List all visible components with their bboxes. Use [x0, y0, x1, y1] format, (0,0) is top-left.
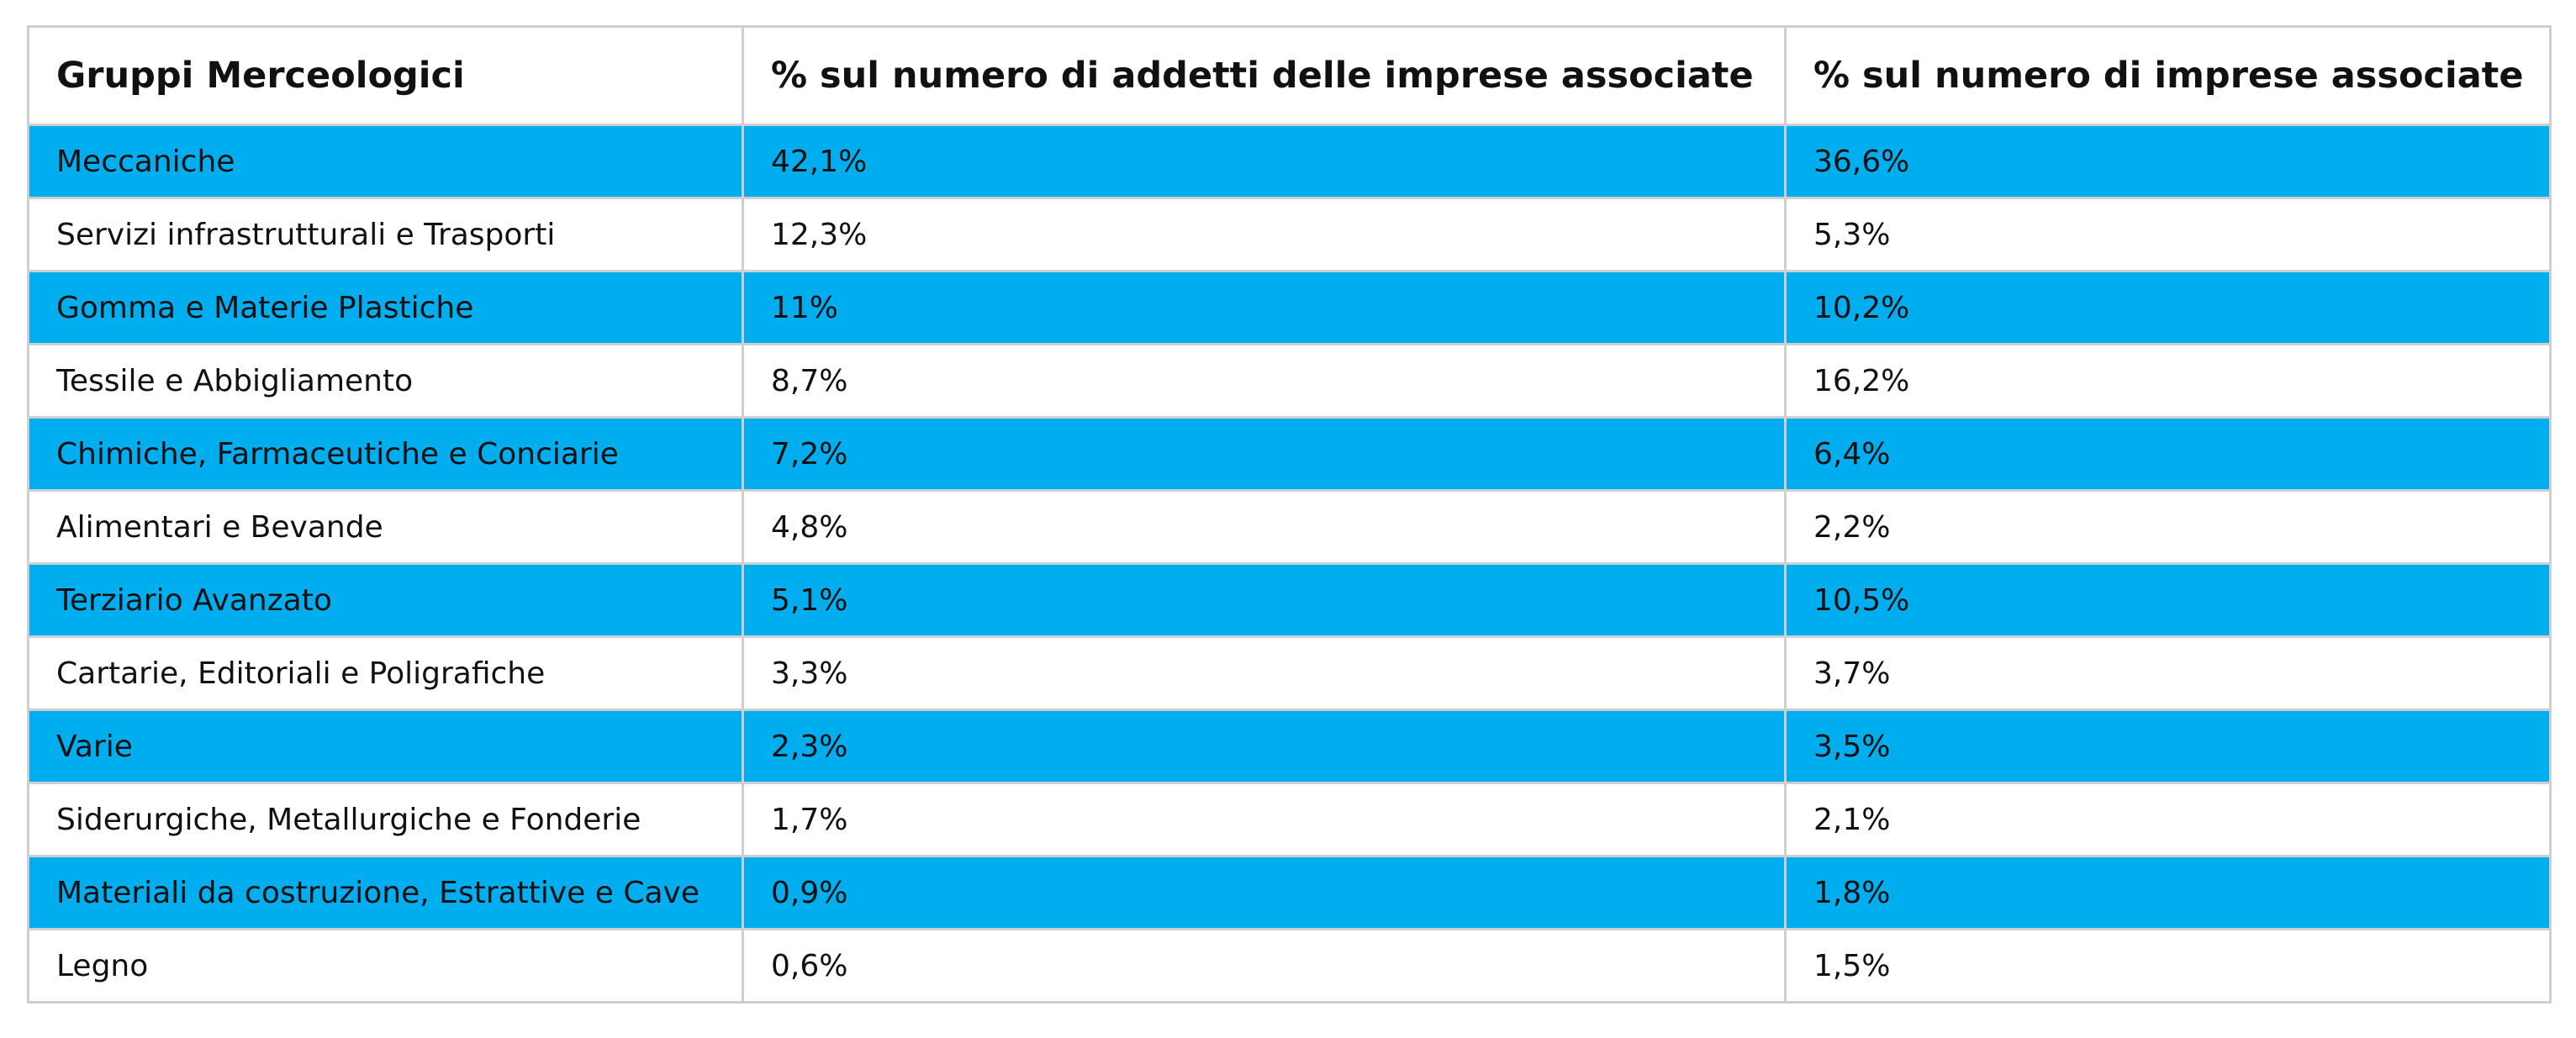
percent-imprese-cell: 10,5% — [1784, 562, 2552, 638]
sector-name-cell: Cartarie, Editoriali e Poligrafiche — [27, 635, 744, 711]
table-row: Siderurgiche, Metallurgiche e Fonderie 1… — [27, 782, 2552, 857]
sector-name-cell: Gomma e Materie Plastiche — [27, 270, 744, 345]
percent-imprese-cell: 10,2% — [1784, 270, 2552, 345]
table-header: Gruppi Merceologici % sul numero di adde… — [27, 25, 2552, 126]
percent-imprese-cell: 5,3% — [1784, 197, 2552, 272]
table-row: Servizi infrastrutturali e Trasporti 12,… — [27, 197, 2552, 272]
table-row: Varie 2,3% 3,5% — [27, 709, 2552, 784]
percent-addetti-cell: 0,6% — [742, 928, 1787, 1004]
table-body: Meccaniche 42,1% 36,6% Servizi infrastru… — [27, 124, 2552, 1004]
percent-imprese-cell: 2,1% — [1784, 782, 2552, 857]
percent-addetti-cell: 5,1% — [742, 562, 1787, 638]
percent-addetti-cell: 11% — [742, 270, 1787, 345]
percent-imprese-cell: 2,2% — [1784, 489, 2552, 565]
sector-name-cell: Varie — [27, 709, 744, 784]
table-row: Legno 0,6% 1,5% — [27, 928, 2552, 1004]
table-row: Chimiche, Farmaceutiche e Conciarie 7,2%… — [27, 416, 2552, 492]
table-row: Materiali da costruzione, Estrattive e C… — [27, 855, 2552, 930]
sector-name-cell: Chimiche, Farmaceutiche e Conciarie — [27, 416, 744, 492]
sector-name-cell: Terziario Avanzato — [27, 562, 744, 638]
header-percent-imprese: % sul numero di imprese associate — [1784, 25, 2552, 126]
table-row: Terziario Avanzato 5,1% 10,5% — [27, 562, 2552, 638]
header-gruppi-merceologici: Gruppi Merceologici — [27, 25, 744, 126]
sector-name-cell: Legno — [27, 928, 744, 1004]
percent-addetti-cell: 0,9% — [742, 855, 1787, 930]
percent-imprese-cell: 1,5% — [1784, 928, 2552, 1004]
percent-imprese-cell: 16,2% — [1784, 343, 2552, 419]
sector-name-cell: Tessile e Abbigliamento — [27, 343, 744, 419]
percent-imprese-cell: 6,4% — [1784, 416, 2552, 492]
table-row: Alimentari e Bevande 4,8% 2,2% — [27, 489, 2552, 565]
header-row: Gruppi Merceologici % sul numero di adde… — [27, 25, 2552, 126]
percent-addetti-cell: 12,3% — [742, 197, 1787, 272]
percent-addetti-cell: 3,3% — [742, 635, 1787, 711]
sector-name-cell: Alimentari e Bevande — [27, 489, 744, 565]
sector-percentage-table: Gruppi Merceologici % sul numero di adde… — [27, 25, 2552, 1004]
percent-imprese-cell: 36,6% — [1784, 124, 2552, 199]
sector-name-cell: Materiali da costruzione, Estrattive e C… — [27, 855, 744, 930]
percent-addetti-cell: 2,3% — [742, 709, 1787, 784]
table-row: Meccaniche 42,1% 36,6% — [27, 124, 2552, 199]
data-table-container: Gruppi Merceologici % sul numero di adde… — [27, 25, 2552, 1004]
sector-name-cell: Siderurgiche, Metallurgiche e Fonderie — [27, 782, 744, 857]
sector-name-cell: Meccaniche — [27, 124, 744, 199]
header-percent-addetti: % sul numero di addetti delle imprese as… — [742, 25, 1787, 126]
percent-imprese-cell: 3,5% — [1784, 709, 2552, 784]
percent-imprese-cell: 1,8% — [1784, 855, 2552, 930]
percent-addetti-cell: 8,7% — [742, 343, 1787, 419]
table-row: Tessile e Abbigliamento 8,7% 16,2% — [27, 343, 2552, 419]
percent-imprese-cell: 3,7% — [1784, 635, 2552, 711]
sector-name-cell: Servizi infrastrutturali e Trasporti — [27, 197, 744, 272]
percent-addetti-cell: 42,1% — [742, 124, 1787, 199]
percent-addetti-cell: 7,2% — [742, 416, 1787, 492]
percent-addetti-cell: 1,7% — [742, 782, 1787, 857]
table-row: Cartarie, Editoriali e Poligrafiche 3,3%… — [27, 635, 2552, 711]
table-row: Gomma e Materie Plastiche 11% 10,2% — [27, 270, 2552, 345]
percent-addetti-cell: 4,8% — [742, 489, 1787, 565]
